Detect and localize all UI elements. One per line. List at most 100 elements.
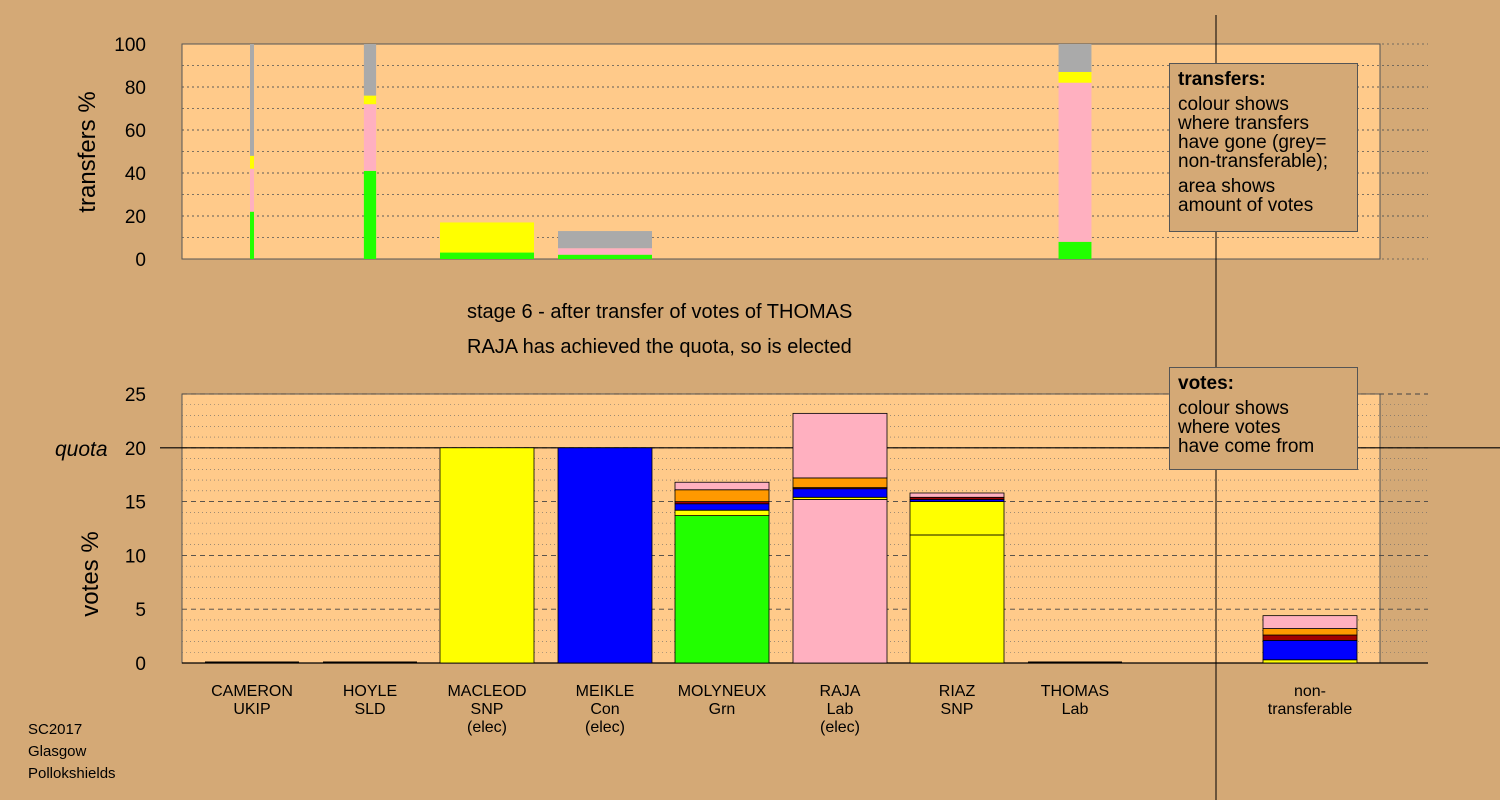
transfers-tick-label: 80 <box>125 78 146 99</box>
vote-segment-molyneux <box>674 489 770 503</box>
footer-ward: Pollokshields <box>28 765 116 782</box>
vote-segment-molyneux <box>674 509 770 516</box>
vote-segment-raja <box>792 488 888 498</box>
footer-election: SC2017 <box>28 721 83 738</box>
footer: SC2017 Glasgow Pollokshields <box>28 719 116 785</box>
transfer-segment-cameron <box>250 211 254 259</box>
transfer-segment-hoyle <box>363 95 377 105</box>
stage-title: stage 6 - after transfer of votes of THO… <box>467 301 853 323</box>
transfer-segment-cameron <box>250 168 254 212</box>
transfers-tick-label: 100 <box>114 35 146 56</box>
footer-council: Glasgow <box>28 743 87 760</box>
transfer-segment-hoyle <box>363 104 377 171</box>
votes-legend: votes: colour shows where votes have com… <box>1169 367 1358 470</box>
votes-tick-label: 25 <box>125 385 146 406</box>
transfer-segment-macleod <box>440 252 534 259</box>
transfers-tick-label: 20 <box>125 207 146 228</box>
vote-segment-non-transferable <box>1262 634 1358 641</box>
transfers-tick-label: 40 <box>125 164 146 185</box>
transfers-legend-line: non-transferable); <box>1178 151 1328 172</box>
vote-segment-non-transferable <box>1262 659 1358 664</box>
votes-tick-label: 0 <box>135 654 146 675</box>
candidate-name: non- <box>1293 683 1327 700</box>
vote-segment-non-transferable <box>1262 615 1358 629</box>
votes-legend-line: have come from <box>1178 436 1315 457</box>
transfer-segment-hoyle <box>363 44 377 96</box>
candidate-label-thomas: THOMAS Lab <box>1015 683 1135 719</box>
vote-segment-molyneux <box>674 503 770 511</box>
votes-legend-title: votes: <box>1178 373 1234 394</box>
transfers-axis-label: transfers % <box>74 91 101 212</box>
votes-tick-label: 5 <box>135 600 146 621</box>
vote-bar-hoyle <box>323 661 417 663</box>
candidate-name: RAJA <box>819 683 861 700</box>
transfers-legend: transfers: colour shows where transfers … <box>1169 63 1358 232</box>
transfer-segment-thomas <box>1058 241 1092 259</box>
votes-chart: 0 5 10 15 20 25 quota votes % <box>55 385 1500 675</box>
transfer-segment-meikle <box>558 231 652 249</box>
votes-tick-label: 15 <box>125 493 146 514</box>
candidate-name: MACLEOD <box>447 683 527 700</box>
candidate-party: Lab <box>826 701 854 718</box>
candidate-party: Lab <box>1061 701 1089 718</box>
candidate-label-molyneux: MOLYNEUX Grn <box>662 683 782 719</box>
votes-legend-line: colour shows <box>1178 398 1289 419</box>
candidate-party: SNP <box>940 701 974 718</box>
transfer-segment-thomas <box>1058 71 1092 83</box>
transfer-segment-cameron <box>250 155 254 169</box>
transfer-segment-meikle <box>558 248 652 255</box>
vote-segment-non-transferable <box>1262 628 1358 636</box>
vote-segment-molyneux <box>674 515 770 664</box>
transfer-segment-cameron <box>250 44 254 156</box>
candidate-status: (elec) <box>584 719 625 736</box>
candidate-name: transferable <box>1267 701 1353 718</box>
transfer-segment-thomas <box>1058 82 1092 242</box>
transfers-legend-line: have gone (grey= <box>1178 132 1327 153</box>
candidate-party: Con <box>590 701 620 718</box>
vote-segment-raja <box>792 499 888 664</box>
candidate-name: CAMERON <box>211 683 293 700</box>
votes-axis-label: votes % <box>77 531 104 616</box>
vote-segment-riaz <box>909 492 1005 498</box>
vote-segment-raja <box>792 412 888 479</box>
votes-tick-label: 10 <box>125 546 146 567</box>
candidate-name: RIAZ <box>938 683 976 700</box>
candidate-name: HOYLE <box>342 683 398 700</box>
candidate-label-cameron: CAMERON UKIP <box>192 683 312 719</box>
candidate-label-macleod: MACLEOD SNP (elec) <box>427 683 547 737</box>
candidate-party: SNP <box>470 701 504 718</box>
vote-bar-cameron <box>205 661 299 663</box>
transfer-segment-meikle <box>558 254 652 259</box>
candidate-status: (elec) <box>819 719 860 736</box>
candidate-name: MEIKLE <box>575 683 635 700</box>
transfers-legend-line: amount of votes <box>1178 195 1314 216</box>
vote-segment-macleod <box>439 447 535 664</box>
transfer-segment-macleod <box>440 222 534 253</box>
candidate-label-meikle: MEIKLE Con (elec) <box>545 683 665 737</box>
candidate-party: SLD <box>354 701 386 718</box>
vote-segment-non-transferable <box>1262 640 1358 661</box>
candidate-label-riaz: RIAZ SNP <box>897 683 1017 719</box>
candidate-label-non-transferable: non- transferable <box>1250 683 1370 719</box>
candidate-name: THOMAS <box>1040 683 1110 700</box>
candidate-label-hoyle: HOYLE SLD <box>310 683 430 719</box>
candidate-status: (elec) <box>466 719 507 736</box>
quota-label: quota <box>55 438 108 461</box>
vote-segment-riaz <box>909 501 1005 536</box>
transfer-segment-hoyle <box>363 170 377 259</box>
vote-segment-meikle <box>557 447 653 664</box>
candidate-label-raja: RAJA Lab (elec) <box>780 683 900 737</box>
vote-segment-riaz <box>909 534 1005 664</box>
transfer-segment-thomas <box>1058 44 1092 72</box>
vote-segment-raja <box>792 477 888 489</box>
candidate-name: MOLYNEUX <box>677 683 767 700</box>
stage-subtitle: RAJA has achieved the quota, so is elect… <box>467 336 852 358</box>
candidate-party: UKIP <box>233 701 271 718</box>
candidate-party: Grn <box>708 701 736 718</box>
transfers-legend-line: where transfers <box>1178 113 1309 134</box>
vote-bar-thomas <box>1028 661 1122 663</box>
votes-legend-line: where votes <box>1178 417 1281 438</box>
transfers-legend-title: transfers: <box>1178 69 1266 90</box>
vote-segment-molyneux <box>674 481 770 491</box>
votes-tick-label: 20 <box>125 439 146 460</box>
